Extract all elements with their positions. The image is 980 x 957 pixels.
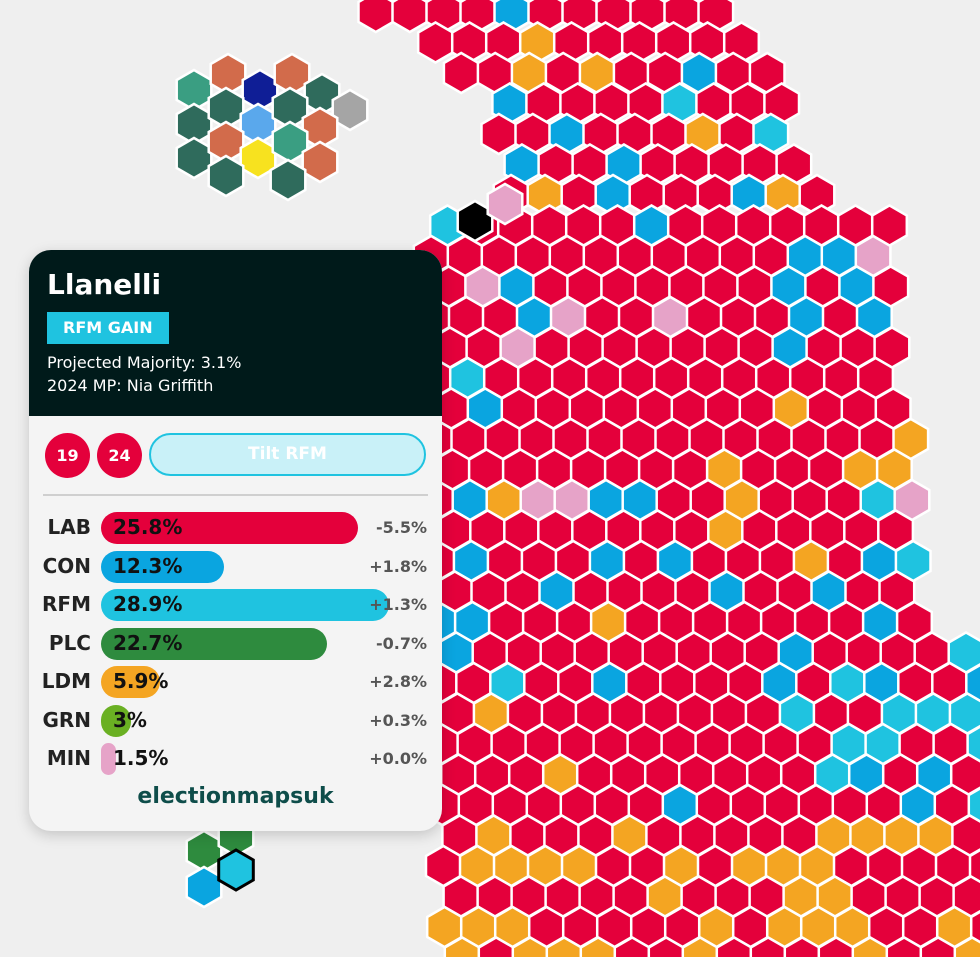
constituency-hex[interactable] [965, 663, 980, 703]
constituency-hex[interactable] [357, 0, 395, 34]
vote-change-value: +0.3% [369, 710, 427, 730]
constituency-hex[interactable] [480, 112, 518, 156]
result-badge: RFM GAIN [47, 312, 169, 344]
vote-row-plc: PLC 22.7% -0.7% [29, 627, 442, 660]
region-hex[interactable] [175, 136, 213, 180]
vote-row-con: CON 12.3% +1.8% [29, 550, 442, 583]
vote-change-value: -5.5% [375, 518, 427, 537]
projected-majority: Projected Majority: 3.1% [47, 353, 242, 372]
constituency-hex[interactable] [416, 21, 455, 64]
region-hex[interactable] [331, 88, 369, 132]
constituency-hex[interactable] [185, 829, 223, 873]
tilt-pill: Tilt RFM [149, 433, 426, 476]
party-label: CON [42, 553, 91, 578]
seat-name: Llanelli [47, 268, 162, 301]
constituency-hex[interactable] [953, 936, 980, 957]
constituency-hex[interactable] [391, 0, 429, 34]
vote-change-value: +1.8% [369, 556, 427, 576]
divider [43, 494, 428, 496]
party-label: MIN [46, 746, 91, 770]
party-label: PLC [48, 630, 91, 655]
constituency-hex[interactable] [966, 724, 980, 764]
vote-change-value: +1.3% [369, 595, 427, 614]
vote-row-lab: LAB 25.8% -5.5% [29, 512, 442, 544]
vote-share-value: 28.9% [113, 592, 183, 616]
party-label: LAB [47, 515, 91, 539]
region-hex[interactable] [269, 158, 307, 202]
party-label: LDM [41, 669, 91, 693]
vote-share-value: 12.3% [113, 553, 183, 578]
count-circle-a: 19 [45, 433, 90, 478]
vote-share-value: 1.5% [113, 746, 169, 770]
party-label: GRN [42, 707, 91, 732]
vote-change-value: -0.7% [375, 633, 427, 653]
constituency-hex[interactable] [185, 865, 223, 909]
vote-row-ldm: LDM 5.9% +2.8% [29, 666, 442, 698]
constituency-hex[interactable] [442, 51, 480, 95]
vote-bar [101, 627, 328, 660]
selected-constituency-hex[interactable] [217, 848, 255, 892]
vote-bar [101, 550, 224, 583]
vote-change-value: +2.8% [369, 672, 427, 691]
vote-share-value: 3% [113, 707, 147, 732]
vote-bar [101, 743, 116, 775]
constituency-hex[interactable] [967, 785, 980, 825]
region-hex[interactable] [207, 154, 245, 198]
vote-bar [101, 666, 160, 698]
vote-change-value: +0.0% [369, 749, 427, 768]
previous-mp: 2024 MP: Nia Griffith [47, 376, 214, 395]
card-header: Llanelli RFM GAIN Projected Majority: 3.… [29, 250, 442, 416]
vote-row-rfm: RFM 28.9% +1.3% [29, 589, 442, 621]
vote-bar [101, 589, 389, 621]
count-circle-b: 24 [97, 433, 142, 478]
vote-row-min: MIN 1.5% +0.0% [29, 743, 442, 775]
constituency-hex[interactable] [968, 846, 980, 886]
vote-bar [101, 704, 131, 737]
vote-row-grn: GRN 3% +0.3% [29, 704, 442, 737]
vote-share-value: 22.7% [113, 630, 183, 655]
party-label: RFM [42, 592, 91, 616]
vote-share-value: 5.9% [113, 669, 169, 693]
brand-logo: electionmapsuk [137, 784, 334, 809]
constituency-hex[interactable] [969, 907, 980, 947]
constituency-card: Llanelli RFM GAIN Projected Majority: 3.… [29, 250, 442, 831]
vote-bar [101, 512, 359, 544]
vote-share-value: 25.8% [113, 515, 183, 539]
constituency-hex[interactable] [486, 182, 524, 226]
region-hex[interactable] [301, 140, 339, 184]
